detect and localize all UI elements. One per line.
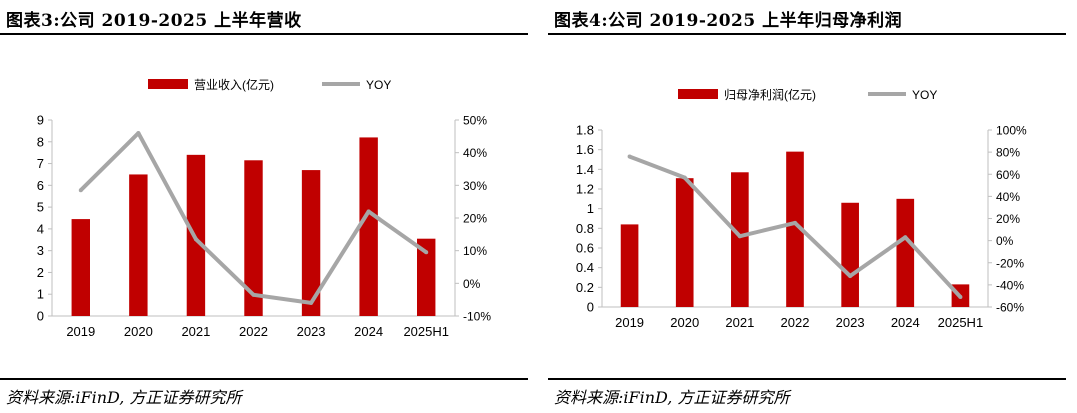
title-rule (0, 33, 528, 35)
left-tick-label: 0 (37, 309, 44, 324)
bar (896, 198, 915, 307)
title-rule (548, 33, 1066, 35)
bar (359, 137, 378, 316)
legend-bar-swatch (678, 89, 718, 99)
right-tick-label: -60% (996, 301, 1024, 315)
yoy-point (903, 235, 908, 240)
legend-bar-label: 营业收入(亿元) (194, 77, 274, 92)
chart-panel-revenue: 图表3:公司 2019-2025 上半年营收 营业收入(亿元) YOY 0 1 2 3 4 5… (0, 0, 528, 413)
right-tick-label: 60% (996, 168, 1020, 182)
bar (620, 224, 639, 307)
bar (244, 160, 263, 316)
bar (675, 178, 694, 307)
legend-bar-label: 归母净利润(亿元) (724, 87, 816, 102)
category-label: 2019 (66, 324, 95, 339)
yoy-point (136, 131, 141, 136)
yoy-point (366, 209, 371, 214)
source-rule (0, 378, 528, 380)
yoy-point (793, 220, 797, 225)
left-tick-label: 1 (37, 287, 44, 302)
right-tick-label: 40% (463, 146, 487, 160)
left-tick-label: 1.8 (576, 123, 594, 138)
yoy-point (958, 295, 963, 300)
yoy-point (627, 154, 632, 159)
yoy-point (309, 300, 314, 305)
left-tick-label: 1.2 (576, 182, 594, 197)
left-tick-label: 2 (37, 265, 44, 280)
category-label: 2022 (781, 315, 810, 330)
yoy-point (848, 274, 853, 279)
legend-bar-swatch (148, 79, 188, 89)
right-tick-label: -40% (996, 278, 1024, 292)
right-tick-label: -20% (996, 256, 1024, 270)
left-tick-label: 6 (37, 178, 44, 193)
bar (841, 202, 859, 307)
right-tick-label: 20% (996, 212, 1020, 226)
right-tick-label: 40% (996, 190, 1020, 204)
bar (417, 238, 436, 316)
category-label: 2023 (836, 315, 865, 330)
right-tick-label: -10% (463, 310, 491, 324)
revenue-chart: 营业收入(亿元) YOY 0 1 2 3 4 5 6 7 8 9 -10% 0% 10% 20% 30% 40% 5… (37, 77, 492, 339)
left-tick-label: 3 (37, 243, 44, 258)
right-tick-label: 0% (463, 277, 481, 291)
bar (301, 170, 321, 316)
figure-title: 图表4:公司 2019-2025 上半年归母净利润 (554, 11, 903, 31)
legend-line-label: YOY (366, 78, 391, 92)
left-tick-label: 5 (37, 200, 44, 215)
category-label: 2021 (725, 315, 754, 330)
right-tick-label: 30% (463, 179, 487, 193)
left-tick-label: 0 (587, 300, 594, 315)
left-tick-label: 1 (587, 201, 594, 216)
bar (71, 219, 90, 316)
category-label: 2020 (124, 324, 153, 339)
left-tick-label: 8 (37, 134, 44, 149)
left-tick-label: 7 (37, 156, 44, 171)
legend-line-label: YOY (912, 88, 937, 102)
category-label: 2024 (354, 324, 383, 339)
yoy-point (193, 237, 198, 242)
category-label: 2019 (615, 315, 644, 330)
right-tick-label: 50% (463, 114, 487, 128)
yoy-point (424, 250, 429, 255)
category-label: 2022 (239, 324, 268, 339)
right-tick-label: 10% (463, 244, 487, 258)
yoy-point (682, 175, 687, 180)
bar (731, 172, 749, 307)
right-tick-label: 0% (996, 234, 1014, 248)
category-label: 2024 (891, 315, 920, 330)
net-profit-chart: 归母净利润(亿元) YOY 0 0.2 0.4 0.6 0.8 1 1.2 1.4 1.6 1.8 -6… (576, 87, 1027, 330)
bar (129, 174, 148, 316)
left-tick-label: 9 (37, 113, 44, 128)
source-rule (548, 378, 1066, 380)
yoy-point (78, 188, 83, 193)
category-label: 2023 (297, 324, 326, 339)
figure-title: 图表3:公司 2019-2025 上半年营收 (6, 11, 302, 31)
right-tick-label: 20% (463, 212, 487, 226)
category-label: 2025H1 (938, 315, 984, 330)
left-tick-label: 0.8 (576, 221, 594, 236)
category-label: 2025H1 (403, 324, 449, 339)
source-note: 资料来源:iFinD, 方正证券研究所 (6, 388, 242, 407)
bar (786, 151, 804, 307)
right-tick-label: 80% (996, 146, 1020, 160)
left-tick-label: 1.4 (576, 162, 594, 177)
category-label: 2020 (670, 315, 699, 330)
source-note: 资料来源:iFinD, 方正证券研究所 (554, 388, 790, 407)
left-tick-label: 1.6 (576, 142, 594, 157)
yoy-point (737, 234, 742, 239)
yoy-point (251, 292, 256, 297)
left-tick-label: 0.6 (576, 241, 594, 256)
right-tick-label: 100% (996, 124, 1027, 138)
left-tick-label: 0.4 (576, 260, 594, 275)
category-label: 2021 (181, 324, 210, 339)
left-tick-label: 4 (37, 221, 44, 236)
left-tick-label: 0.2 (576, 280, 594, 295)
chart-panel-net-profit: 图表4:公司 2019-2025 上半年归母净利润 归母净利润(亿元) YOY 0 0… (548, 0, 1066, 413)
